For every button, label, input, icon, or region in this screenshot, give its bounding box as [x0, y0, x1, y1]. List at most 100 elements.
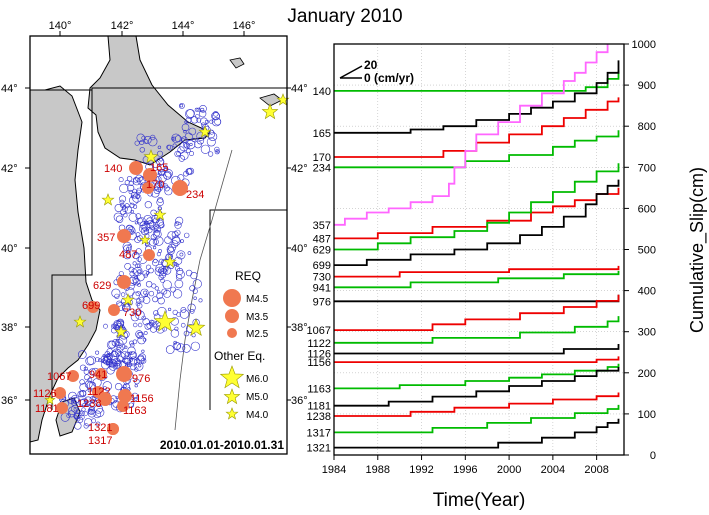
seismicity-event	[159, 271, 167, 279]
seismicity-event	[145, 281, 153, 288]
series-label-1317: 1317	[307, 427, 331, 439]
req-label-1181: 1181	[35, 403, 59, 415]
seismicity-event	[175, 266, 181, 272]
req-label-487: 487	[119, 249, 137, 261]
lat-tick-36: 36°	[1, 395, 18, 407]
seismicity-event	[190, 272, 198, 280]
seismicity-event	[128, 357, 133, 362]
y-tick-label-600: 600	[638, 203, 656, 215]
seismicity-event	[130, 343, 135, 348]
seismicity-event	[135, 301, 141, 307]
seismicity-event	[124, 206, 132, 214]
seismicity-event	[187, 251, 192, 255]
req-markers: 140 165 170 234 357 487 629 699 730 941 976 1067 112…	[33, 161, 204, 447]
seismicity-event	[200, 144, 210, 154]
seismicity-event	[131, 268, 137, 274]
seismicity-event	[152, 259, 160, 267]
series-label-941: 941	[313, 282, 331, 294]
req-label-730: 730	[123, 307, 141, 319]
seismicity-event	[116, 355, 124, 363]
seismicity-event	[119, 183, 129, 193]
legend-other-m60: M6.0	[246, 374, 269, 385]
req-marker-1181	[56, 402, 68, 414]
seismicity-event	[187, 303, 196, 312]
seismicity-event	[168, 307, 172, 312]
seismicity-event	[138, 224, 147, 233]
other-eq-star	[139, 234, 151, 245]
series-label-170: 170	[313, 152, 331, 164]
series-label-1163: 1163	[307, 383, 331, 395]
series-line-1321	[334, 418, 620, 449]
lon-tick-140: 140°	[49, 20, 72, 32]
seismicity-event	[71, 399, 78, 406]
scale-bar-slope	[339, 65, 363, 79]
seismicity-event	[134, 358, 141, 365]
seismicity-event	[134, 367, 139, 372]
seismicity-event	[129, 356, 138, 365]
seismicity-event	[127, 244, 132, 249]
series-label-140: 140	[313, 86, 331, 98]
seismicity-event	[128, 212, 138, 222]
seismicity-event	[176, 343, 186, 353]
seismicity-event	[124, 262, 132, 270]
y-tick-label-0: 0	[650, 450, 656, 462]
seismicity-event	[119, 343, 126, 350]
seismicity-event	[159, 267, 168, 276]
lat-tick-38-right: 38°	[291, 322, 308, 334]
other-eq-star	[153, 310, 177, 332]
seismicity-event	[154, 266, 164, 276]
seismicity-event	[173, 261, 178, 266]
req-marker-234	[172, 180, 188, 196]
map-ticks	[25, 31, 291, 401]
series-line-941	[334, 270, 620, 289]
req-marker-170	[142, 182, 154, 194]
seismicity-event	[110, 350, 118, 358]
seismicity-event	[164, 187, 173, 196]
seismicity-event	[154, 230, 161, 237]
seismicity-event	[143, 139, 149, 144]
seismicity-event	[116, 300, 123, 307]
seismicity-event	[161, 288, 168, 295]
seismicity-event	[176, 151, 181, 156]
seismicity-event	[133, 322, 138, 328]
seismicity-event	[142, 270, 149, 277]
other-eq-star	[114, 325, 128, 338]
lon-tick-146: 146°	[233, 20, 256, 32]
seismicity-event	[138, 296, 145, 303]
figure-title: January 2010	[287, 6, 402, 27]
seismicity-event	[135, 310, 145, 320]
seismicity-event	[153, 186, 161, 195]
seismicity-event	[181, 123, 190, 132]
other-eq-star	[261, 103, 279, 120]
seismicity-event	[132, 261, 137, 266]
other-eq-star	[163, 255, 177, 268]
seismicity-event	[137, 322, 143, 328]
series-label-1122: 1122	[307, 338, 331, 350]
seismicity-event	[134, 308, 142, 316]
seismicity-event	[148, 267, 154, 274]
seismicity-event	[152, 229, 162, 239]
lat-tick-44: 44°	[1, 83, 18, 95]
seismicity-event	[83, 411, 88, 416]
series-label-976: 976	[313, 296, 331, 308]
seismicity-event	[79, 390, 87, 397]
seismicity-event	[86, 381, 96, 391]
seismicity-event	[74, 422, 82, 430]
scale-bar-bottom: 0 (cm/yr)	[364, 71, 414, 85]
seismicity-event	[128, 189, 133, 195]
seismicity-event	[149, 221, 154, 227]
series-line-976	[334, 294, 620, 303]
seismicity-event	[161, 168, 165, 172]
seismicity-event	[135, 194, 140, 199]
seismicity-event	[152, 160, 160, 169]
req-marker-629	[117, 275, 131, 289]
seismicity-event	[167, 243, 176, 252]
seismicity-event	[135, 291, 141, 297]
legend-req-m45-marker	[223, 289, 241, 307]
seismicity-event	[189, 285, 196, 292]
req-label-357: 357	[97, 232, 115, 244]
seismicity-event	[204, 119, 209, 124]
seismicity-event	[133, 204, 138, 209]
x-tick-label-2004: 2004	[541, 464, 565, 476]
lat-tick-44-right: 44°	[291, 83, 308, 95]
